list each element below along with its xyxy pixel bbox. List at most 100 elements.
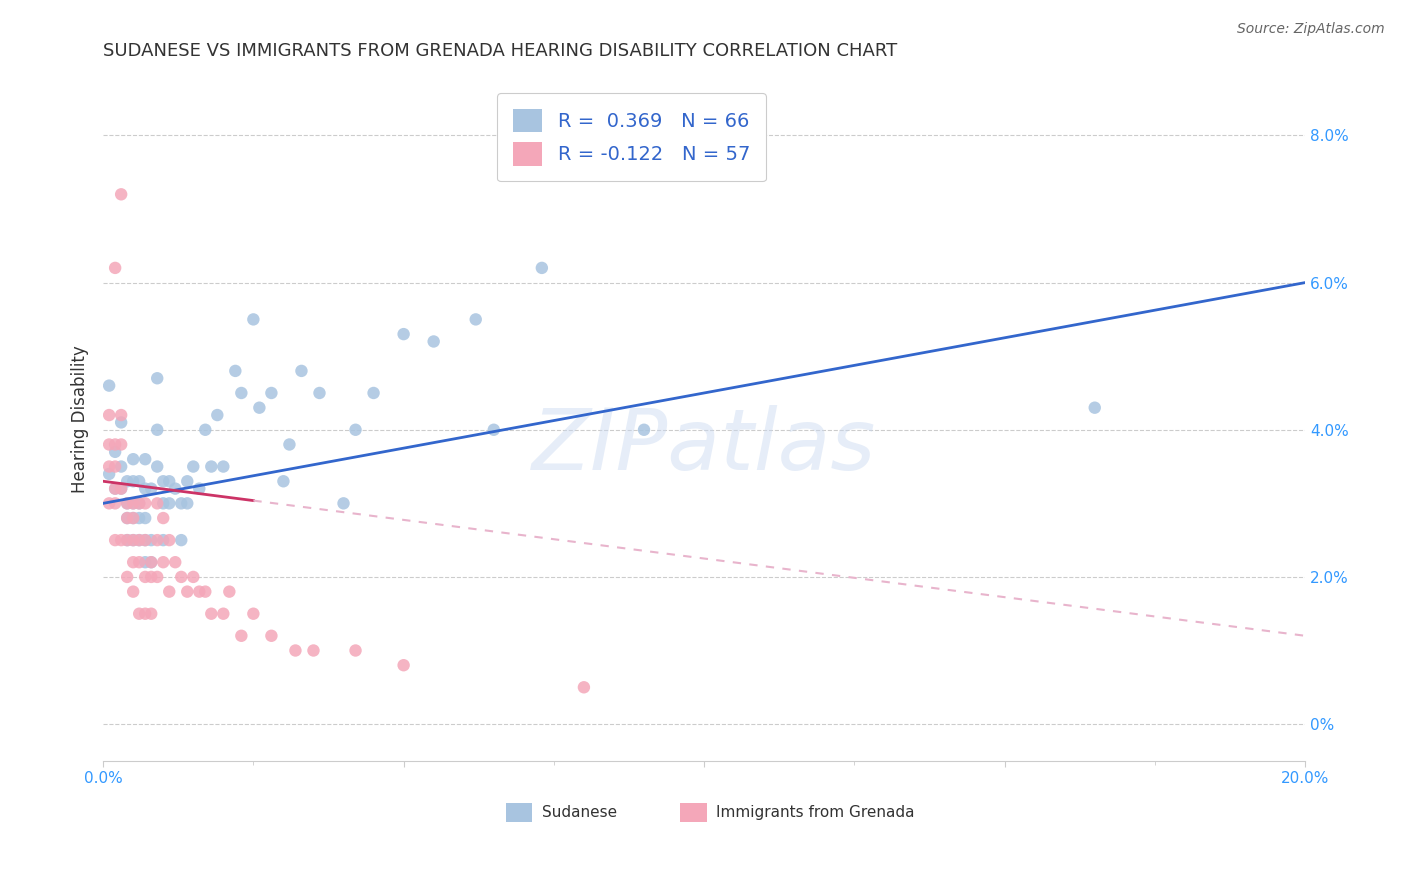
Point (200, 607, 222, 621)
Point (104, 533, 127, 548)
Point (141, 555, 163, 569)
Point (242, 312, 264, 326)
Point (224, 364, 246, 378)
Point (633, 423, 655, 437)
Point (115, 511, 138, 525)
Point (194, 423, 217, 437)
Point (344, 643, 367, 657)
Bar (506, 804, 533, 822)
Point (98, 467, 121, 481)
Point (122, 452, 145, 467)
Point (207, 408, 229, 422)
Point (128, 607, 150, 621)
Point (141, 555, 163, 569)
Point (98, 437, 121, 451)
Point (104, 260, 127, 275)
Point (122, 533, 145, 548)
Point (157, 533, 180, 548)
Point (110, 408, 132, 422)
Point (104, 459, 127, 474)
Point (122, 511, 145, 525)
Text: Immigrants from Grenada: Immigrants from Grenada (716, 805, 915, 820)
Point (308, 386, 330, 401)
Point (146, 423, 169, 437)
Point (104, 496, 127, 510)
Point (146, 496, 169, 510)
Point (98, 459, 121, 474)
Point (98, 408, 121, 422)
Bar (681, 804, 706, 822)
Point (110, 482, 132, 496)
Point (110, 416, 132, 430)
Point (152, 511, 174, 525)
Point (141, 482, 163, 496)
Point (284, 643, 307, 657)
Point (122, 496, 145, 510)
Text: SUDANESE VS IMMIGRANTS FROM GRENADA HEARING DISABILITY CORRELATION CHART: SUDANESE VS IMMIGRANTS FROM GRENADA HEAR… (103, 42, 897, 60)
Point (115, 496, 138, 510)
Point (122, 475, 145, 489)
Point (464, 312, 486, 326)
Text: Sudanese: Sudanese (541, 805, 617, 820)
Point (1084, 401, 1107, 415)
Point (212, 607, 235, 621)
Point (170, 533, 193, 548)
Point (157, 475, 180, 489)
Point (104, 482, 127, 496)
Point (110, 459, 132, 474)
Point (176, 496, 198, 510)
Point (273, 475, 295, 489)
Point (128, 533, 150, 548)
Point (181, 570, 204, 584)
Point (422, 334, 444, 349)
Point (104, 437, 127, 451)
Point (530, 260, 553, 275)
Point (146, 533, 169, 548)
Point (110, 482, 132, 496)
Point (392, 327, 415, 342)
Point (122, 555, 145, 569)
Point (157, 584, 180, 599)
Point (134, 607, 156, 621)
Point (332, 496, 354, 510)
Point (98, 378, 121, 392)
Point (146, 371, 169, 385)
Point (110, 187, 132, 202)
Point (122, 496, 145, 510)
Point (218, 584, 240, 599)
Point (122, 584, 145, 599)
Point (176, 475, 198, 489)
Point (98, 496, 121, 510)
Point (482, 423, 505, 437)
Point (146, 570, 169, 584)
Point (115, 570, 138, 584)
Text: ZIPatlas: ZIPatlas (531, 405, 876, 488)
Point (115, 475, 138, 489)
Point (115, 533, 138, 548)
Point (392, 658, 415, 673)
Point (134, 570, 156, 584)
Point (157, 496, 180, 510)
Point (231, 386, 253, 401)
Point (128, 555, 150, 569)
Point (104, 482, 127, 496)
Point (128, 533, 150, 548)
Point (181, 459, 204, 474)
Point (212, 459, 235, 474)
Point (141, 607, 163, 621)
Point (122, 511, 145, 525)
Point (128, 496, 150, 510)
Legend: R =  0.369   N = 66, R = -0.122   N = 57: R = 0.369 N = 66, R = -0.122 N = 57 (498, 93, 766, 181)
Y-axis label: Hearing Disability: Hearing Disability (72, 345, 89, 492)
Point (122, 533, 145, 548)
Point (152, 555, 174, 569)
Point (128, 475, 150, 489)
Point (200, 459, 222, 474)
Point (141, 533, 163, 548)
Point (278, 437, 301, 451)
Point (165, 482, 187, 496)
Point (188, 482, 211, 496)
Point (344, 423, 367, 437)
Point (134, 482, 156, 496)
Point (572, 680, 595, 694)
